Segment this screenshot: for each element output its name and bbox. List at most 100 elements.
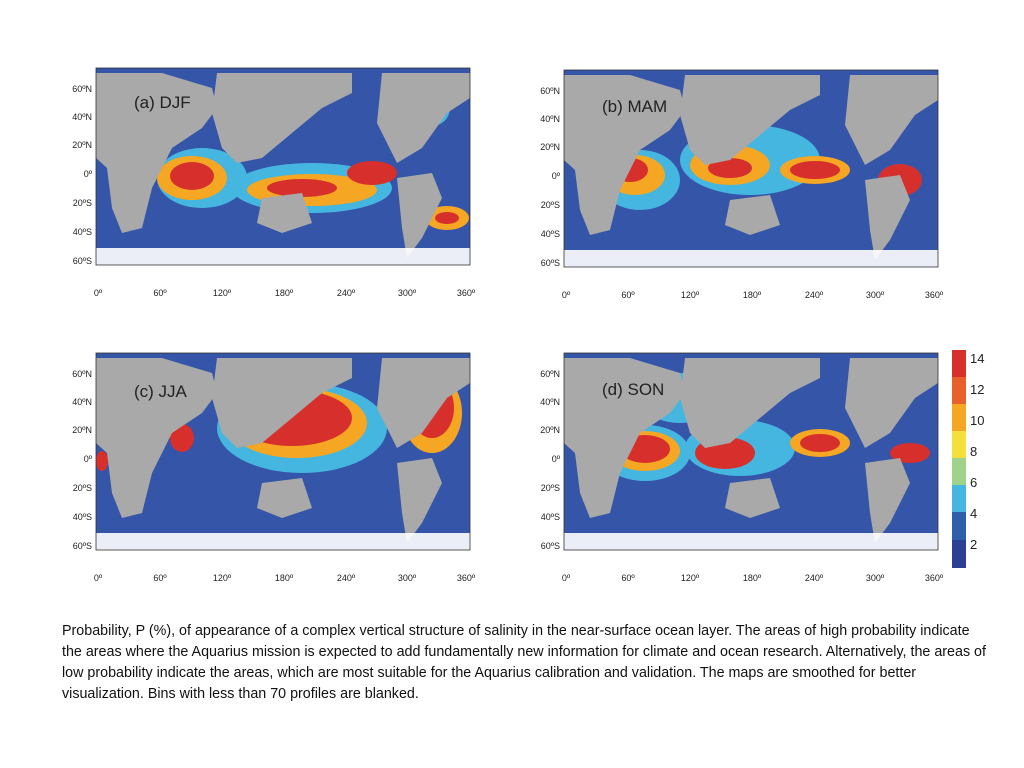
- lat-axis: 60ºN 40ºN 20ºN 0º 20ºS 40ºS 60ºS: [540, 86, 561, 268]
- land-north-america: [845, 358, 938, 448]
- lat-tick: 60ºN: [540, 369, 560, 379]
- colorbar-segment: [952, 540, 966, 568]
- colorbar-segment: [952, 431, 966, 458]
- lon-tick: 180º: [743, 290, 762, 300]
- panel-title: (d) SON: [602, 380, 664, 399]
- lon-tick: 0º: [94, 573, 103, 583]
- lon-tick: 180º: [275, 573, 294, 583]
- lon-tick: 60º: [153, 288, 167, 298]
- colorbar-tick: 4: [970, 506, 978, 521]
- lon-tick: 0º: [562, 290, 571, 300]
- panel-title: (b) MAM: [602, 97, 667, 116]
- land-asia: [680, 75, 820, 165]
- land-europe-africa: [564, 75, 685, 235]
- colorbar-tick: 10: [970, 413, 985, 428]
- blanked-bins: [96, 248, 470, 265]
- lat-tick: 60ºN: [540, 86, 560, 96]
- land-australia: [257, 193, 312, 233]
- lon-tick: 0º: [562, 573, 571, 583]
- colorbar-tick: 2: [970, 537, 978, 552]
- lat-tick: 20ºN: [72, 425, 92, 435]
- colorbar-segment: [952, 458, 966, 485]
- lat-tick: 60ºS: [73, 541, 92, 551]
- lat-axis: 60ºN 40ºN 20ºN 0º 20ºS 40ºS 60ºS: [72, 84, 93, 266]
- blanked-bins: [564, 250, 938, 267]
- land-south-america: [865, 175, 910, 260]
- land-asia: [212, 358, 352, 448]
- lat-tick: 60ºS: [73, 256, 92, 266]
- lat-tick: 20ºS: [541, 483, 560, 493]
- lat-tick: 20ºS: [541, 200, 560, 210]
- prob-area-high: [170, 424, 194, 452]
- lon-tick: 60º: [621, 290, 635, 300]
- prob-area-high: [800, 434, 840, 452]
- figure-caption: Probability, P (%), of appearance of a c…: [62, 623, 986, 702]
- lat-axis: 60ºN 40ºN 20ºN 0º 20ºS 40ºS 60ºS: [72, 369, 93, 551]
- lon-axis: 0º 60º 120º 180º 240º 300º 360º: [94, 288, 476, 298]
- lat-tick: 60ºN: [72, 84, 92, 94]
- colorbar-segment: [952, 404, 966, 431]
- map-frame: [563, 352, 939, 551]
- map-frame: [95, 67, 471, 266]
- land-europe-africa: [96, 73, 217, 233]
- lon-tick: 240º: [337, 573, 356, 583]
- lon-tick: 240º: [805, 573, 824, 583]
- prob-area-high: [267, 179, 337, 197]
- map-djf: (a) DJF 60ºN 40ºN 20ºN 0º 20ºS 40ºS 60ºS…: [72, 67, 476, 298]
- colorbar-tick: 6: [970, 475, 978, 490]
- lat-tick: 60ºS: [541, 541, 560, 551]
- lat-tick: 40ºN: [540, 397, 560, 407]
- lat-tick: 0º: [84, 454, 93, 464]
- map-son: (d) SON 60ºN 40ºN 20ºN 0º 20ºS 40ºS 60ºS…: [540, 352, 944, 583]
- land-australia: [725, 195, 780, 235]
- lat-tick: 60ºN: [72, 369, 92, 379]
- lon-tick: 120º: [681, 573, 700, 583]
- lon-axis: 0º 60º 120º 180º 240º 300º 360º: [562, 573, 944, 583]
- land-australia: [257, 478, 312, 518]
- map-panel-djf: (a) DJF 60ºN 40ºN 20ºN 0º 20ºS 40ºS 60ºS…: [52, 67, 482, 303]
- colorbar-segment: [952, 485, 966, 512]
- colorbar-tick: 12: [970, 382, 985, 397]
- lon-axis: 0º 60º 120º 180º 240º 300º 360º: [562, 290, 944, 300]
- lat-tick: 20ºS: [73, 483, 92, 493]
- map-panel-son: (d) SON 60ºN 40ºN 20ºN 0º 20ºS 40ºS 60ºS…: [520, 352, 950, 588]
- lat-tick: 60ºS: [541, 258, 560, 268]
- prob-area-high: [96, 451, 108, 471]
- land-asia: [212, 73, 352, 163]
- land-north-america: [845, 75, 938, 165]
- lon-tick: 180º: [743, 573, 762, 583]
- land-europe-africa: [96, 358, 217, 518]
- lon-axis: 0º 60º 120º 180º 240º 300º 360º: [94, 573, 476, 583]
- colorbar-tick: 14: [970, 351, 985, 366]
- panel-title: (a) DJF: [134, 93, 191, 112]
- lon-tick: 360º: [925, 573, 944, 583]
- lon-tick: 60º: [153, 573, 167, 583]
- lon-tick: 300º: [866, 290, 885, 300]
- lon-tick: 180º: [275, 288, 294, 298]
- blanked-bins: [564, 533, 938, 550]
- map-frame: [95, 352, 471, 551]
- prob-area-high: [435, 212, 459, 224]
- blanked-bins: [96, 533, 470, 550]
- map-mam: (b) MAM 60ºN 40ºN 20ºN 0º 20ºS 40ºS 60ºS…: [540, 69, 944, 300]
- land-asia: [680, 358, 820, 448]
- map-panel-mam: (b) MAM 60ºN 40ºN 20ºN 0º 20ºS 40ºS 60ºS…: [520, 69, 950, 305]
- lat-tick: 0º: [84, 169, 93, 179]
- lat-tick: 20ºN: [72, 140, 92, 150]
- map-panel-jja: (c) JJA 60ºN 40ºN 20ºN 0º 20ºS 40ºS 60ºS…: [52, 352, 482, 588]
- prob-area-high: [790, 161, 840, 179]
- land-north-america: [377, 73, 470, 163]
- colorbar-tick: 8: [970, 444, 978, 459]
- map-frame: [563, 69, 939, 268]
- lat-tick: 40ºS: [73, 227, 92, 237]
- lon-tick: 240º: [805, 290, 824, 300]
- land-north-america: [377, 358, 470, 448]
- map-jja: (c) JJA 60ºN 40ºN 20ºN 0º 20ºS 40ºS 60ºS…: [72, 352, 476, 583]
- lon-tick: 360º: [457, 288, 476, 298]
- lon-tick: 360º: [925, 290, 944, 300]
- colorbar-segment: [952, 350, 966, 377]
- prob-area-high: [347, 161, 397, 185]
- land-south-america: [397, 173, 442, 258]
- lat-tick: 40ºN: [72, 397, 92, 407]
- colorbar: [952, 350, 966, 568]
